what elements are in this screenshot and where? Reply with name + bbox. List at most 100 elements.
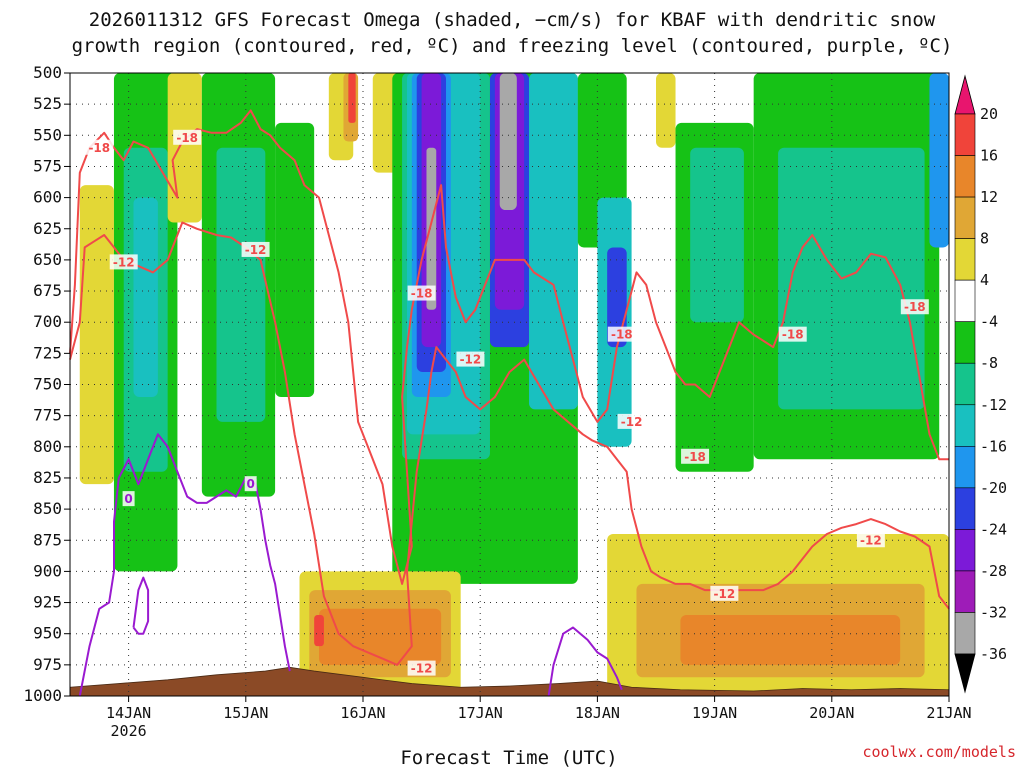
y-tick-label-750: 750 (33, 375, 62, 394)
contour-label-bg (778, 326, 807, 342)
contour-freezing-level-blob (132, 576, 150, 635)
colorbar-label-8: -16 (980, 437, 1007, 455)
contour-label-13: -18 (900, 299, 929, 315)
omega-region-6 (216, 147, 266, 422)
y-tick-label-1000: 1000 (23, 686, 62, 705)
y-tick-label-975: 975 (33, 655, 62, 674)
contour-label-2: -12 (109, 254, 138, 270)
y-tick-label-800: 800 (33, 437, 62, 456)
y-tick-label-550: 550 (33, 125, 62, 144)
omega-region-35 (314, 615, 324, 647)
colorbar-max-arrow (954, 74, 976, 115)
colorbar-bin-10 (954, 487, 976, 530)
contour-label-text: -12 (113, 255, 135, 269)
colorbar: 20 16 12 8 4 -4 -8 -12 -16 -20 -24 -28 -32 -36 (954, 74, 1007, 694)
contour-label-text: -12 (714, 587, 736, 601)
omega-region-21 (499, 73, 517, 211)
omega-region-25 (607, 247, 627, 348)
colorbar-label-0: 20 (980, 105, 998, 123)
colorbar-label-13: -36 (980, 645, 1007, 663)
omega-region-3 (133, 197, 158, 397)
y-tick-label-650: 650 (33, 250, 62, 269)
y-axis: 500 525 550 575 600 625 650 675 700 725 750 775 800 8… (23, 63, 70, 705)
terrain-surface (69, 666, 950, 697)
contour-label-bg (900, 299, 929, 315)
contour-freezing-level-left (78, 433, 291, 697)
colorbar-label-10: -24 (980, 520, 1007, 538)
contour-label-bg (710, 585, 739, 601)
contour-label-bg (173, 129, 202, 145)
plot-area: -18 -18 -12 -12 -18 -12 -12 -18 -12 -18 -12 -18 -12 -… (69, 72, 950, 697)
y-tick-label-825: 825 (33, 468, 62, 487)
contour-label-bg (607, 326, 636, 342)
y-tick-label-500: 500 (33, 63, 62, 82)
terrain-layer (69, 666, 950, 697)
colorbar-label-7: -12 (980, 396, 1007, 414)
y-tick-label-875: 875 (33, 530, 62, 549)
contour-label-text: -18 (684, 450, 706, 464)
colorbar-bin-9 (954, 446, 976, 489)
x-tick-label-20JAN: 20JAN (809, 704, 854, 722)
contour-label-bg (244, 476, 257, 492)
credit-link[interactable]: coolwx.com/models (862, 743, 1016, 761)
colorbar-bin-8 (954, 404, 976, 447)
x-tick-label-16JAN: 16JAN (340, 704, 385, 722)
contour-label-bg (122, 491, 135, 507)
contour-label-text: -18 (411, 287, 433, 301)
contour-label-text: -18 (904, 300, 926, 314)
contour-dgz-lower-12 (69, 221, 950, 666)
omega-region-10 (348, 73, 356, 123)
y-tick-label-850: 850 (33, 499, 62, 518)
omega-region-34 (319, 608, 442, 665)
x-tick-label-17JAN: 17JAN (458, 704, 503, 722)
colorbar-label-12: -32 (980, 603, 1007, 621)
contour-label-text: -18 (782, 328, 804, 342)
contour-label-bg (407, 660, 436, 676)
y-tick-label-725: 725 (33, 343, 62, 362)
x-tick-sublabel-14JAN: 2026 (111, 722, 147, 740)
contour-label-9: -18 (681, 448, 710, 464)
x-tick-label-14JAN: 14JAN (106, 704, 151, 722)
y-tick-label-925: 925 (33, 593, 62, 612)
contour-label-text: 0 (247, 477, 255, 491)
colorbar-label-4: 4 (980, 271, 989, 289)
x-tick-label-15JAN: 15JAN (223, 704, 268, 722)
colorbar-label-1: 16 (980, 147, 998, 165)
colorbar-bin-6 (954, 321, 976, 364)
colorbar-label-5: -4 (980, 313, 998, 331)
y-tick-label-675: 675 (33, 281, 62, 300)
contour-label-text: -12 (245, 243, 267, 257)
colorbar-bin-13 (954, 612, 976, 655)
colorbar-bin-11 (954, 529, 976, 572)
y-tick-label-900: 900 (33, 561, 62, 580)
y-tick-label-950: 950 (33, 624, 62, 643)
omega-region-30 (778, 147, 925, 410)
contour-label-5: -12 (456, 351, 485, 367)
contour-label-bg (617, 413, 646, 429)
colorbar-label-6: -8 (980, 354, 998, 372)
y-tick-label-575: 575 (33, 156, 62, 175)
omega-region-26 (656, 73, 676, 148)
contour-label-text: -12 (860, 533, 882, 547)
contour-freezing-level-right (547, 626, 623, 697)
omega-region-31 (929, 73, 949, 248)
contour-label-text: -18 (176, 131, 198, 145)
colorbar-min-arrow (954, 653, 976, 694)
contour-label-bg (456, 351, 485, 367)
contour-label-12: -12 (856, 532, 885, 548)
contour-label-bg (856, 532, 885, 548)
x-axis-label: Forecast Time (UTC) (400, 747, 617, 768)
contour-label-text: -18 (611, 328, 633, 342)
contour-label-7: -18 (607, 326, 636, 342)
colorbar-label-9: -20 (980, 479, 1007, 497)
colorbar-bin-7 (954, 362, 976, 406)
colorbar-bin-2 (954, 155, 976, 198)
contour-label-0: -18 (85, 139, 114, 155)
colorbar-label-2: 12 (980, 188, 998, 206)
omega-region-7 (275, 122, 315, 397)
contour-label-bg (407, 285, 436, 301)
contour-label-6: -12 (407, 660, 436, 676)
contour-label-14: 0 (122, 491, 135, 507)
omega-region-0 (79, 185, 114, 485)
omega-region-22 (529, 73, 578, 410)
